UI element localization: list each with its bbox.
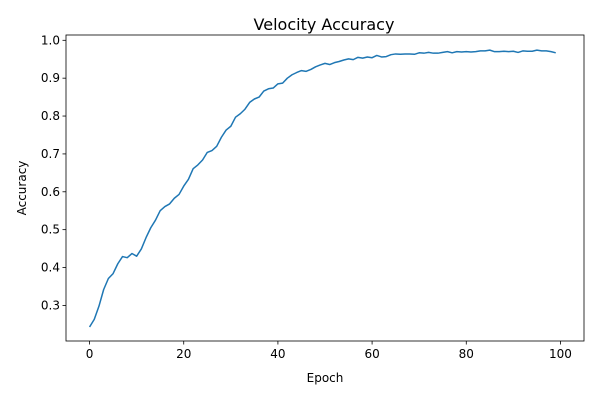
series-line-velocity-accuracy	[88, 49, 556, 328]
x-tick-label: 40	[270, 347, 285, 361]
x-tick-label: 0	[86, 347, 94, 361]
y-axis-ticks: 0.3 0.4 0.5 0.6 0.7 0.8 0.9 1.0	[41, 33, 66, 312]
x-tick-label: 60	[364, 347, 379, 361]
plot-frame	[65, 34, 585, 342]
y-tick-label: 0.8	[41, 109, 60, 123]
y-axis-label: Accuracy	[15, 161, 29, 216]
x-tick-label: 100	[549, 347, 572, 361]
y-tick-label: 0.3	[41, 298, 60, 312]
x-axis-label: Epoch	[307, 371, 344, 385]
x-axis-ticks: 0 20 40 60 80 100	[86, 341, 572, 361]
y-tick-label: 0.9	[41, 71, 60, 85]
y-tick-label: 0.6	[41, 185, 60, 199]
x-tick-label: 20	[176, 347, 191, 361]
y-tick-label: 0.5	[41, 223, 60, 237]
x-tick-label: 80	[459, 347, 474, 361]
y-tick-label: 0.7	[41, 147, 60, 161]
chart-title: Velocity Accuracy	[254, 15, 395, 34]
y-tick-label: 1.0	[41, 33, 60, 47]
y-tick-label: 0.4	[41, 261, 60, 275]
